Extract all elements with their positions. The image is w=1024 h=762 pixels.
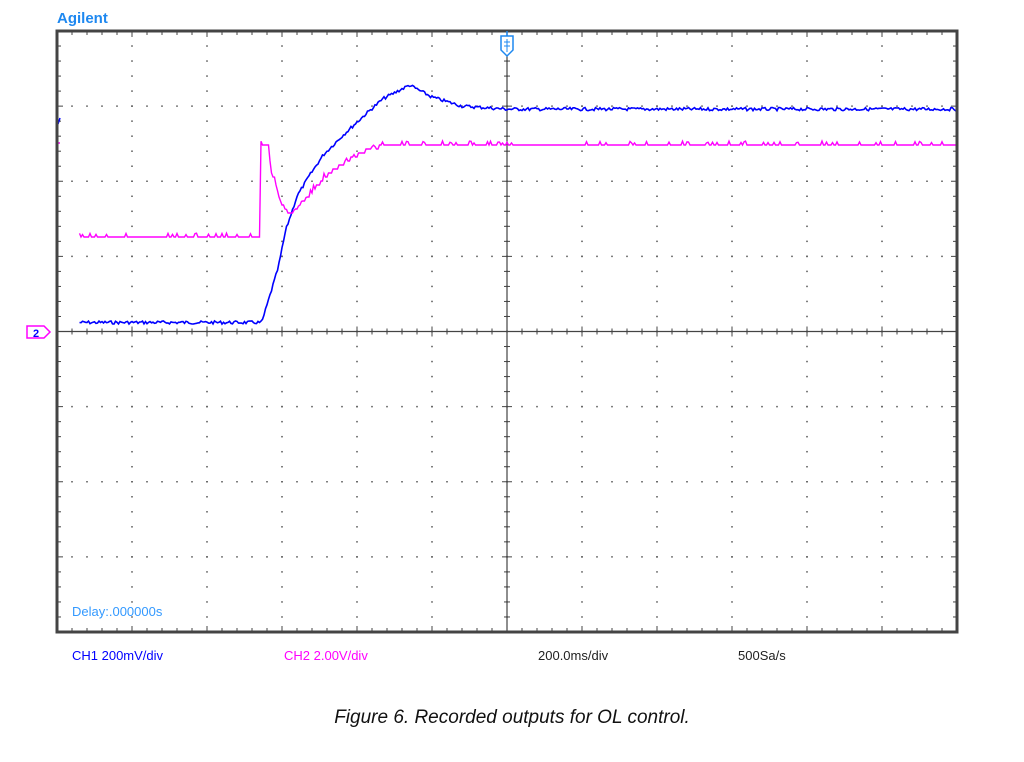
ch1-scale-label: CH1 200mV/div <box>72 648 164 663</box>
ch2-scale-label: CH2 2.00V/div <box>284 648 368 663</box>
ground-reference-marker-icon: 2 <box>26 325 52 340</box>
oscilloscope-display: 2 <box>26 29 959 634</box>
timebase-label: 200.0ms/div <box>538 648 609 663</box>
delay-readout: Delay:.000000s <box>72 604 163 619</box>
graticule-grid <box>57 31 957 632</box>
ch1-waveform <box>79 84 957 326</box>
ch2-waveform <box>78 139 957 239</box>
sample-rate-label: 500Sa/s <box>738 648 786 663</box>
trigger-marker-icon <box>500 31 514 58</box>
brand-logo: Agilent <box>57 10 108 27</box>
figure-caption: Figure 6. Recorded outputs for OL contro… <box>334 707 690 728</box>
svg-text:2: 2 <box>33 328 39 340</box>
